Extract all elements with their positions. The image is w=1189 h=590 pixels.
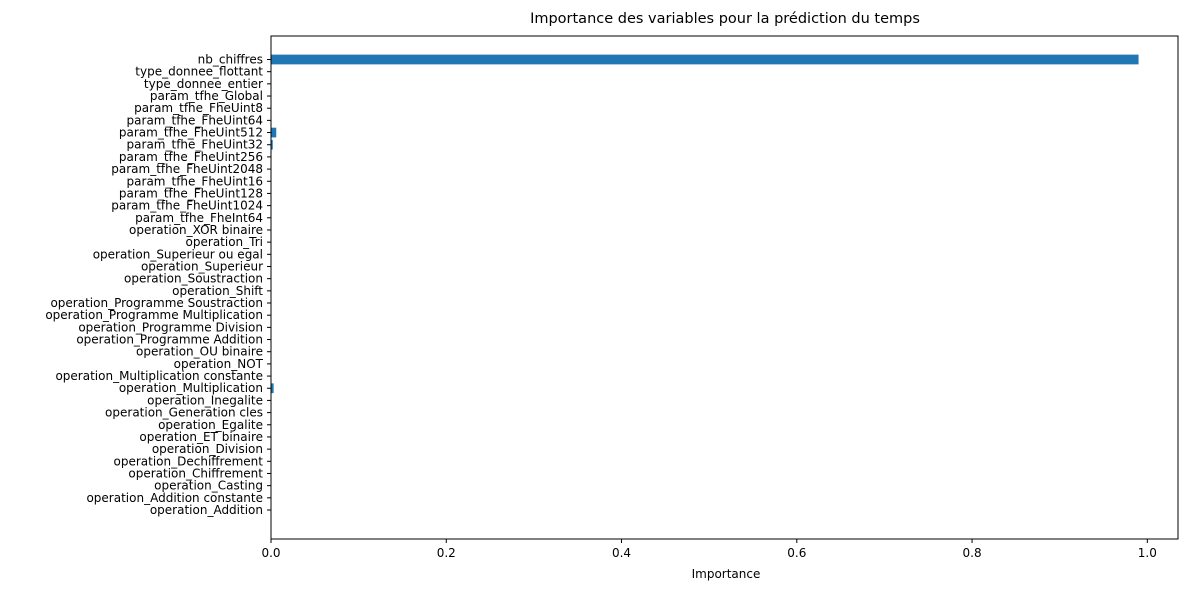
y-tick-label: param_tfhe_FheInt64 <box>135 211 263 225</box>
y-tick-label: param_tfhe_Global <box>150 89 263 103</box>
y-tick-label: operation_Egalite <box>158 418 263 432</box>
x-tick-label: 0.4 <box>612 546 631 560</box>
y-tick-label: param_tfhe_FheUint64 <box>127 113 263 127</box>
y-tick-label: operation_Generation cles <box>105 406 263 420</box>
y-tick-label: param_tfhe_FheUint8 <box>134 101 263 115</box>
y-tick-label: operation_Multiplication constante <box>55 369 263 383</box>
y-tick-label: operation_Shift <box>172 284 263 298</box>
y-tick-label: operation_Dechiffrement <box>114 454 264 468</box>
bar-param-tfhe-fheuint32 <box>271 139 273 150</box>
x-tick-label: 1.0 <box>1138 546 1157 560</box>
y-tick-label: operation_Addition constante <box>86 491 263 505</box>
y-tick-label: operation_Multiplication <box>119 381 263 395</box>
y-tick-label: type_donnee_flottant <box>135 65 263 79</box>
bar-operation-multiplication <box>271 383 274 394</box>
y-tick-label: param_tfhe_FheUint512 <box>119 126 263 140</box>
y-tick-label: operation_Programme Addition <box>76 333 263 347</box>
y-tick-label: param_tfhe_FheUint128 <box>119 186 263 200</box>
x-tick-label: 0.8 <box>963 546 982 560</box>
x-tick-label: 0.6 <box>787 546 806 560</box>
y-tick-label: operation_Chiffrement <box>128 466 263 480</box>
x-tick-label: 0.0 <box>261 546 280 560</box>
y-tick-label: operation_Inegalite <box>147 393 263 407</box>
y-tick-label: type_donnee_entier <box>144 77 263 91</box>
bar-nb-chiffres <box>271 54 1139 65</box>
x-axis-label: Importance <box>692 567 761 581</box>
y-tick-label: nb_chiffres <box>198 53 263 67</box>
y-tick-label: param_tfhe_FheUint2048 <box>111 162 263 176</box>
y-tick-label: param_tfhe_FheUint256 <box>119 150 263 164</box>
y-tick-label: param_tfhe_FheUint16 <box>127 174 263 188</box>
y-tick-label: operation_OU binaire <box>136 345 263 359</box>
plot-frame <box>270 35 1179 540</box>
y-tick-label: operation_Tri <box>186 235 263 249</box>
x-axis-ticks: 0.0 0.2 0.4 0.6 0.8 1.0 <box>261 539 1157 560</box>
y-tick-label: operation_Addition <box>150 503 263 517</box>
chart-title: Importance des variables pour la prédict… <box>530 11 920 27</box>
y-tick-label: operation_Programme Multiplication <box>45 308 263 322</box>
y-tick-label: operation_Superieur <box>141 259 263 273</box>
bar-param-tfhe-fheuint512 <box>271 127 277 138</box>
y-tick-label: operation_NOT <box>174 357 264 371</box>
y-tick-label: operation_Casting <box>154 479 263 493</box>
y-tick-label: operation_Soustraction <box>124 272 263 286</box>
y-tick-label: operation_XOR binaire <box>129 223 263 237</box>
y-tick-label: operation_Division <box>152 442 263 456</box>
y-tick-label: operation_Programme Division <box>78 320 263 334</box>
y-tick-label: operation_Programme Soustraction <box>50 296 263 310</box>
x-tick-label: 0.2 <box>437 546 456 560</box>
y-tick-label: operation_ET binaire <box>139 430 263 444</box>
y-tick-label: param_tfhe_FheUint1024 <box>111 199 263 213</box>
y-tick-label: operation_Superieur ou egal <box>93 247 263 261</box>
y-tick-label: param_tfhe_FheUint32 <box>127 138 263 152</box>
bars-group <box>271 54 1139 394</box>
